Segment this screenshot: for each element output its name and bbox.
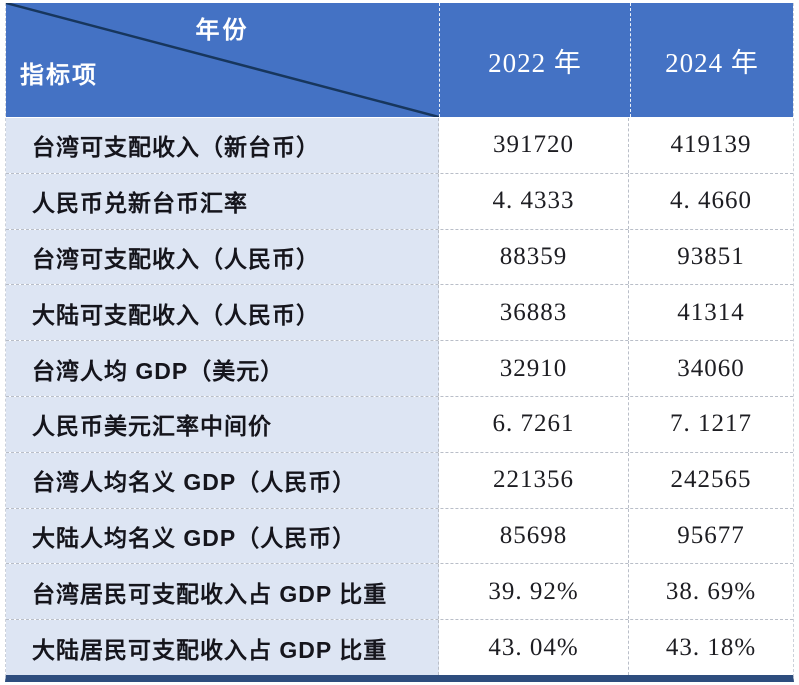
table-body: 台湾可支配收入（新台币） 391720 419139 人民币兑新台币汇率 4. 4333… <box>6 117 793 675</box>
indicator-cell: 大陆人均名义 GDP（人民币） <box>6 508 439 564</box>
value-cell-2024: 4. 4660 <box>629 173 793 229</box>
value-cell-2022: 32910 <box>439 341 629 396</box>
comparison-table: 年份 指标项 2022 年 2024 年 台湾可支配收入（新台币） 391720 4… <box>5 3 794 682</box>
table-row: 大陆人均名义 GDP（人民币） 85698 95677 <box>6 508 793 565</box>
table-row: 台湾人均 GDP（美元） 32910 34060 <box>6 341 793 397</box>
value-cell-2024: 95677 <box>629 508 793 564</box>
value-cell-2024: 43. 18% <box>629 620 793 675</box>
indicator-cell: 台湾人均名义 GDP（人民币） <box>6 452 439 508</box>
diagonal-divider-line <box>6 3 439 117</box>
value-cell-2022: 36883 <box>439 285 629 341</box>
indicator-cell: 台湾可支配收入（新台币） <box>6 118 439 173</box>
table-row: 大陆可支配收入（人民币） 36883 41314 <box>6 285 793 342</box>
header-corner-indicator-label: 指标项 <box>20 62 98 89</box>
value-cell-2022: 43. 04% <box>439 620 629 675</box>
header-corner-year-label: 年份 <box>195 17 250 44</box>
value-cell-2022: 6. 7261 <box>439 396 629 452</box>
indicator-cell: 大陆可支配收入（人民币） <box>6 285 439 341</box>
header-column-2022: 2022 年 <box>439 3 630 117</box>
indicator-cell: 大陆居民可支配收入占 GDP 比重 <box>6 620 439 675</box>
table-row: 台湾可支配收入（人民币） 88359 93851 <box>6 229 793 286</box>
value-cell-2024: 93851 <box>629 229 793 285</box>
header-corner-cell: 年份 指标项 <box>6 3 439 117</box>
value-cell-2024: 41314 <box>629 285 793 341</box>
value-cell-2022: 88359 <box>439 229 629 285</box>
table-row: 台湾居民可支配收入占 GDP 比重 39. 92% 38. 69% <box>6 564 793 621</box>
value-cell-2022: 391720 <box>439 118 629 173</box>
table-row: 台湾可支配收入（新台币） 391720 419139 <box>6 118 793 174</box>
value-cell-2024: 242565 <box>629 452 793 508</box>
value-cell-2024: 7. 1217 <box>629 396 793 452</box>
indicator-cell: 台湾可支配收入（人民币） <box>6 229 439 285</box>
indicator-cell: 台湾人均 GDP（美元） <box>6 341 439 396</box>
value-cell-2022: 4. 4333 <box>439 173 629 229</box>
table-row: 人民币兑新台币汇率 4. 4333 4. 4660 <box>6 173 793 230</box>
value-cell-2024: 419139 <box>629 118 793 173</box>
table-row: 台湾人均名义 GDP（人民币） 221356 242565 <box>6 452 793 509</box>
indicator-cell: 人民币美元汇率中间价 <box>6 396 439 452</box>
table-row: 大陆居民可支配收入占 GDP 比重 43. 04% 43. 18% <box>6 620 793 675</box>
table-row: 人民币美元汇率中间价 6. 7261 7. 1217 <box>6 396 793 453</box>
value-cell-2024: 34060 <box>629 341 793 396</box>
value-cell-2024: 38. 69% <box>629 564 793 620</box>
indicator-cell: 人民币兑新台币汇率 <box>6 173 439 229</box>
table-header-row: 年份 指标项 2022 年 2024 年 <box>6 3 793 117</box>
indicator-cell: 台湾居民可支配收入占 GDP 比重 <box>6 564 439 620</box>
value-cell-2022: 85698 <box>439 508 629 564</box>
value-cell-2022: 39. 92% <box>439 564 629 620</box>
header-column-2024: 2024 年 <box>630 3 793 117</box>
value-cell-2022: 221356 <box>439 452 629 508</box>
